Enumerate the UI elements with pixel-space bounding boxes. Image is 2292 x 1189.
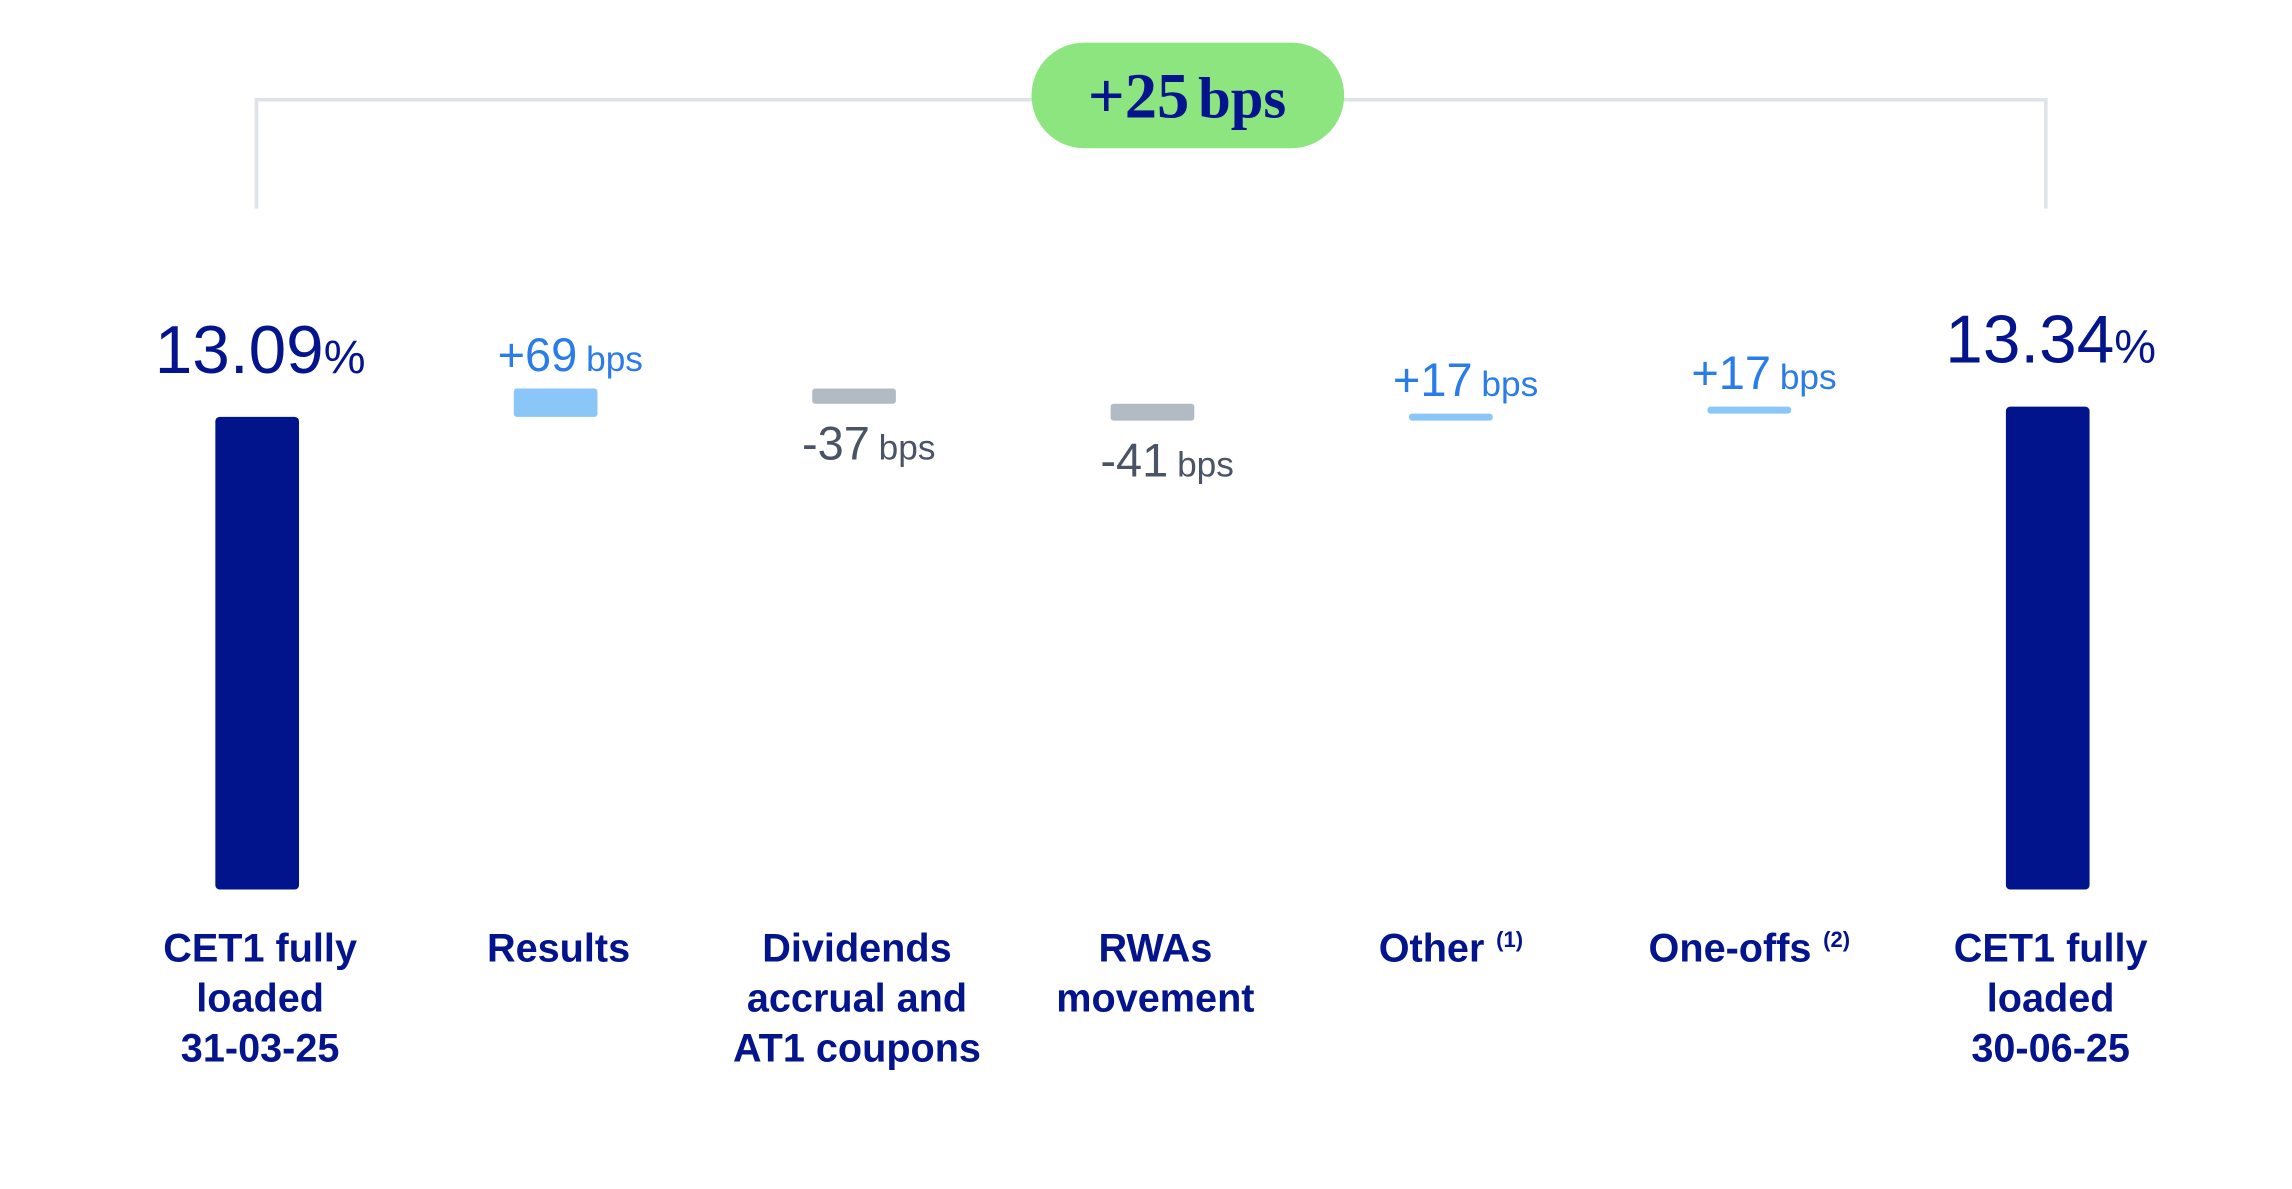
delta-value-label: -41 bps [1100, 433, 1233, 486]
category-label: One-offs (2) [1649, 926, 1851, 970]
bar-increase [1409, 413, 1493, 421]
total-value-label: 13.09% [155, 313, 366, 388]
total-value-label: 13.34% [1945, 303, 2156, 378]
bar-increase [1707, 406, 1792, 414]
category-label: CET1 fully loaded 31-03-25 [163, 926, 357, 1070]
category-label: CET1 fully loaded 30-06-25 [1954, 926, 2148, 1070]
category-label: Dividends accrual and AT1 coupons [733, 926, 981, 1070]
bar-decrease [812, 388, 896, 404]
bar-total [2005, 406, 2090, 890]
summary-badge [1031, 42, 1345, 149]
delta-value-label: -37 bps [802, 417, 935, 470]
bar-increase [513, 388, 598, 417]
delta-value-label: +69 bps [498, 328, 643, 381]
bar-total [215, 416, 300, 890]
summary-badge-text: +25 bps [1088, 59, 1286, 131]
delta-value-label: +17 bps [1393, 353, 1538, 406]
delta-value-label: +17 bps [1691, 346, 1836, 399]
bar-decrease [1110, 403, 1195, 421]
category-label: Results [487, 926, 630, 970]
category-label: Other (1) [1379, 926, 1523, 970]
category-label: RWAs movement [1056, 926, 1254, 1020]
